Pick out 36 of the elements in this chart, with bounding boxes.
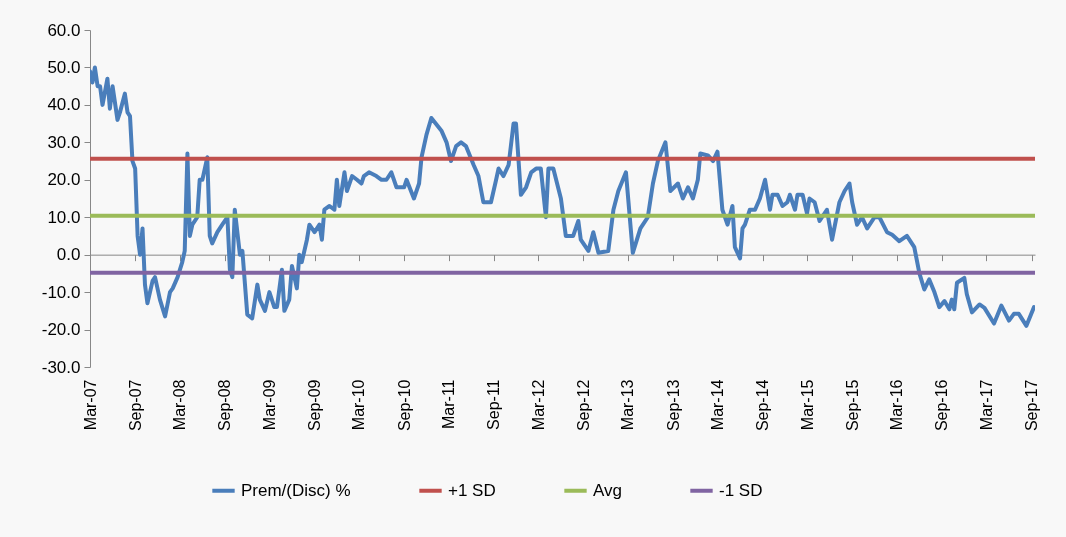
y-tick-label: 30.0 (47, 132, 81, 152)
x-tick-label: Sep-10 (395, 379, 413, 432)
x-tick-label: Mar-14 (708, 379, 726, 431)
x-tick-label: Sep-11 (485, 379, 503, 430)
x-tick-label: Mar-07 (81, 379, 99, 431)
y-tick-label: -30.0 (41, 357, 81, 377)
x-tick-label: Mar-16 (888, 379, 906, 431)
x-tick-label: Mar-13 (619, 379, 637, 431)
x-tick-label: Sep-09 (306, 379, 324, 432)
x-tick-label: Mar-09 (260, 379, 278, 431)
y-tick-label: -10.0 (41, 282, 81, 302)
x-tick-label: Mar-17 (977, 379, 995, 431)
x-tick-label: Mar-12 (529, 379, 547, 431)
legend-label: Avg (593, 480, 622, 500)
y-tick-label: 0.0 (56, 245, 81, 265)
y-tick-label: 40.0 (47, 95, 81, 115)
y-tick-label: 10.0 (47, 207, 81, 227)
x-tick-label: Mar-10 (350, 379, 368, 431)
x-tick-label: Mar-15 (798, 379, 816, 431)
x-tick-label: Sep-14 (754, 379, 772, 432)
legend-label: -1 SD (719, 480, 763, 500)
x-tick-label: Mar-11 (440, 379, 458, 429)
y-tick-label: 50.0 (47, 57, 81, 77)
x-tick-label: Sep-16 (933, 379, 951, 432)
x-tick-label: Sep-13 (664, 379, 682, 432)
x-tick-label: Sep-08 (216, 379, 234, 432)
x-tick-label: Mar-08 (171, 379, 189, 431)
x-tick-label: Sep-12 (574, 379, 592, 432)
y-tick-label: 60.0 (47, 20, 81, 40)
x-tick-label: Sep-15 (843, 379, 861, 432)
y-tick-label: 20.0 (47, 170, 81, 190)
x-tick-label: Sep-07 (126, 379, 144, 432)
legend-label: +1 SD (448, 480, 496, 500)
x-tick-label: Sep-17 (1023, 379, 1041, 432)
y-tick-label: -20.0 (41, 320, 81, 340)
legend-label: Prem/(Disc) % (241, 480, 351, 500)
